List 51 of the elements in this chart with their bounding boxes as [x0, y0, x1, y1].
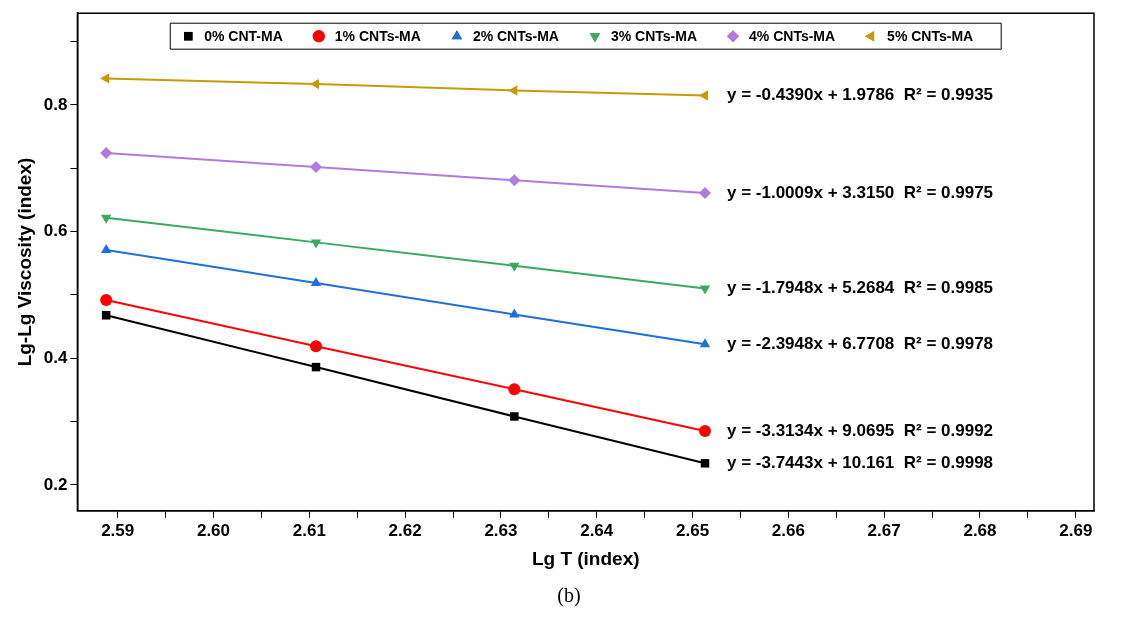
point — [508, 383, 521, 396]
text: (b) — [556, 584, 582, 607]
x-tick-label: 2.59 — [101, 520, 135, 540]
legend-label: 3% CNTs-MA — [610, 28, 698, 45]
y-axis-title: Lg-Lg Viscosity (index) — [13, 157, 35, 367]
point — [310, 340, 323, 353]
point — [100, 293, 113, 306]
point — [509, 262, 520, 272]
annotation: y = -3.3134x + 9.0695 R² = 0.9992 — [727, 420, 994, 440]
x-tick-label: 2.60 — [196, 520, 231, 540]
point — [100, 73, 110, 84]
x-tick-label: 2.68 — [963, 520, 997, 540]
point — [310, 276, 322, 286]
point — [699, 90, 708, 101]
x-tick-label: 2.66 — [771, 520, 805, 540]
annotation: y = -1.0009x + 3.3150 R² = 0.9975 — [727, 182, 994, 202]
annotation: y = -2.3948x + 6.7708 R² = 0.9978 — [727, 333, 994, 353]
x-tick-label: 2.61 — [292, 520, 326, 540]
annotation: y = -0.4390x + 1.9786 R² = 0.9935 — [727, 85, 994, 105]
x-axis-title: Lg T (index) — [531, 547, 640, 569]
y-tick-label: 0.4 — [43, 347, 68, 367]
annotation: y = -1.7948x + 5.2684 R² = 0.9985 — [727, 278, 994, 298]
point — [508, 85, 518, 96]
point — [310, 239, 322, 249]
y-tick-label: 0.2 — [43, 474, 68, 494]
point — [510, 412, 519, 421]
point — [699, 338, 711, 348]
x-tick-label: 2.62 — [388, 520, 422, 540]
annotation: y = -3.7443x + 10.161 R² = 0.9998 — [727, 453, 994, 473]
point — [310, 161, 323, 174]
y-tick-label: 0.6 — [43, 221, 68, 241]
legend-label: 5% CNTs-MA — [887, 28, 974, 45]
point — [699, 285, 711, 295]
x-tick-label: 2.69 — [1059, 520, 1093, 540]
point — [310, 78, 320, 90]
point — [700, 459, 710, 468]
x-tick-label: 2.67 — [867, 520, 901, 540]
point — [100, 214, 112, 224]
point — [508, 174, 521, 187]
legend-label: 2% CNTs-MA — [472, 28, 559, 45]
legend-label: 1% CNTs-MA — [334, 28, 421, 45]
legend-label: 4% CNTs-MA — [749, 28, 836, 45]
x-tick-label: 2.64 — [580, 520, 614, 540]
x-tick-label: 2.63 — [484, 520, 518, 540]
x-tick-label: 2.65 — [676, 520, 710, 540]
point — [100, 147, 113, 160]
y-tick-label: 0.8 — [43, 94, 68, 114]
point — [699, 186, 711, 199]
point — [509, 308, 520, 318]
point — [699, 425, 711, 438]
legend-label: 0% CNT-MA — [204, 28, 283, 45]
